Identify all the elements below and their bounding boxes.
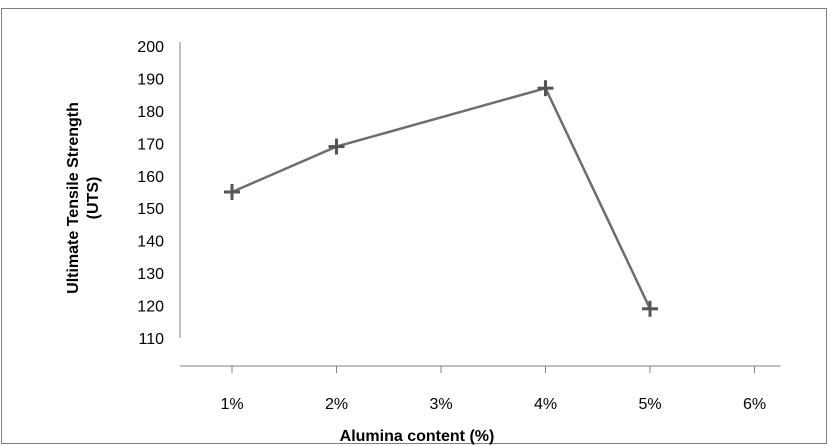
- y-axis-title-line-1: Ultimate Tensile Strength: [65, 102, 82, 294]
- chart-frame: [1, 8, 827, 444]
- y-tick-label: 130: [137, 266, 164, 283]
- y-tick-label: 110: [138, 331, 164, 348]
- x-axis-title: Alumina content (%): [340, 428, 495, 445]
- x-tick-label: 2%: [325, 396, 348, 413]
- x-tick-label: 3%: [429, 396, 452, 413]
- y-tick-label: 180: [137, 104, 164, 121]
- series-polyline: [231, 86, 652, 310]
- y-tick-label: 140: [137, 234, 164, 251]
- data-point-marker: [537, 80, 554, 97]
- y-tick-label: 150: [137, 201, 164, 218]
- x-axis: 1% 2% 3% 4% 5% 6%: [179, 365, 781, 413]
- y-tick-label: 120: [137, 299, 164, 316]
- y-tick-label: 190: [137, 71, 164, 88]
- data-point-marker: [224, 184, 240, 200]
- x-tick-label: 6%: [743, 396, 766, 413]
- y-tick-label: 160: [137, 169, 164, 186]
- series-markers: [224, 80, 658, 317]
- x-tick-label: 1%: [220, 396, 243, 413]
- y-axis-title-line-2: (UTS): [85, 177, 102, 220]
- data-point-marker: [328, 138, 345, 155]
- x-tick-label: 5%: [638, 396, 661, 413]
- series-line: [231, 86, 652, 310]
- data-point-marker: [642, 300, 658, 317]
- y-tick-label: 170: [137, 136, 164, 153]
- y-axis: 110 120 130 140 150 160 170 180 190 200: [137, 39, 181, 348]
- x-tick-label: 4%: [534, 396, 557, 413]
- y-tick-label: 200: [137, 39, 164, 56]
